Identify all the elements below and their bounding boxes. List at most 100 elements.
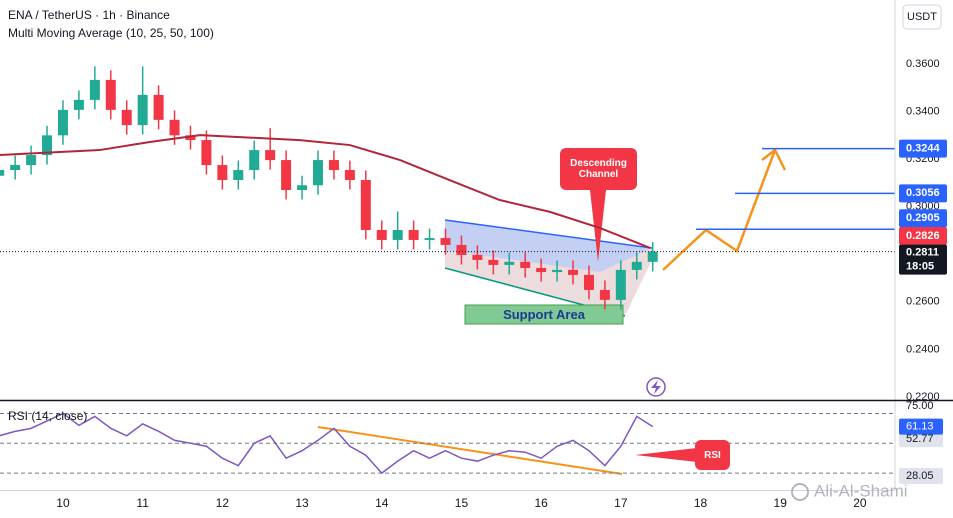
candle-body [376,229,387,240]
channel-callout: Descending Channel [560,148,637,190]
y-tick-label: 0.3600 [906,58,940,70]
watermark: Ali-Al-Shami [814,481,908,500]
y-tick-label: 0.2600 [906,296,940,308]
candle-body [217,165,228,181]
candle-body [312,160,323,186]
currency-box[interactable] [902,4,942,30]
rsi-trendline [317,426,623,475]
candle-body [392,229,403,240]
x-tick-label: 16 [534,496,548,510]
candle-body [536,268,547,273]
projection-path [662,149,777,271]
x-tick-label: 11 [136,496,149,510]
candle-body [440,238,451,245]
candle-body [520,261,531,269]
event-icon [646,377,666,397]
candle-body [583,274,594,290]
candle-body [153,94,164,120]
candle-body [105,79,116,110]
candle-body [297,185,308,191]
level-label: 0.2905 [906,212,940,224]
event-icon-bolt [651,380,661,394]
candle-body [233,170,244,181]
candle-body [599,289,610,300]
chart-title: ENA / TetherUS · 1h · Binance [8,8,170,22]
rsi-tick-label: 52.77 [906,433,934,445]
candle-body [121,109,132,126]
candle-body [42,135,53,156]
rsi-callout-arrow [635,448,697,462]
channel-upper-fill [445,220,652,272]
x-tick-label: 13 [295,496,309,510]
candle-body [472,254,483,260]
support-area-label: Support Area [503,307,585,322]
candle-body [26,155,37,166]
ma-label: 0.2826 [906,230,940,242]
y-tick-label: 0.2200 [906,391,940,403]
currency: USDT [907,11,937,23]
rsi-tick-label: 28.05 [906,470,934,482]
level-label-box [899,139,947,158]
watermark-icon [791,483,809,501]
x-tick-label: 18 [694,496,708,510]
candle-body [504,261,515,265]
candle-body [10,165,21,171]
candle-body [488,259,499,265]
candle-body [615,269,626,300]
channel-upper [444,219,653,249]
price-label-box [899,244,947,275]
level-label-box [899,184,947,203]
x-tick-label: 19 [774,496,788,510]
rsi-tick-box [899,467,943,484]
y-tick-label: 0.2400 [906,343,940,355]
candle-body [0,170,5,176]
candle-body [552,269,563,273]
candle-body [360,180,371,230]
candle-body [631,261,642,270]
x-tick-label: 10 [56,496,70,510]
rsi-tick-label: 75.00 [906,400,934,412]
rsi-last-box [899,418,943,435]
ma-label-box [899,227,947,246]
rsi-title: RSI (14, close) [8,409,87,423]
moving-average [0,134,651,249]
rsi-callout: RSI [695,440,730,470]
candle-body [89,79,100,100]
support-area-box [464,304,624,325]
candle-body [281,160,292,191]
candle-body [265,150,276,161]
rsi-last-label: 61.13 [906,421,934,433]
candle-body [344,170,355,181]
candle-body [169,119,180,136]
x-tick-label: 17 [614,496,628,510]
candle-body [424,238,435,240]
level-label: 0.3056 [906,187,940,199]
candle-body [249,150,260,171]
candle-body [73,99,84,110]
x-tick-label: 20 [853,496,867,510]
level-label-box [899,209,947,228]
x-tick-label: 12 [216,496,230,510]
x-tick-label: 15 [455,496,469,510]
price-time: 18:05 [906,261,934,273]
rsi-line [0,412,654,475]
candle-body [201,140,212,166]
candle-body [456,244,467,255]
y-tick-label: 0.3400 [906,105,940,117]
candle-body [328,160,339,171]
candle-body [568,269,579,275]
channel-callout-arrow [590,190,606,262]
candle-body [647,251,658,262]
level-label: 0.3244 [906,143,941,155]
candle-body [137,94,148,126]
rsi-tick-box [899,431,943,448]
x-tick-label: 14 [375,496,389,510]
candle-body [185,135,196,141]
indicator-title: Multi Moving Average (10, 25, 50, 100) [8,26,214,40]
candle-body [57,109,68,136]
projection-arrowhead [761,148,787,171]
price-label: 0.2811 [906,247,939,259]
candle-body [408,229,419,240]
